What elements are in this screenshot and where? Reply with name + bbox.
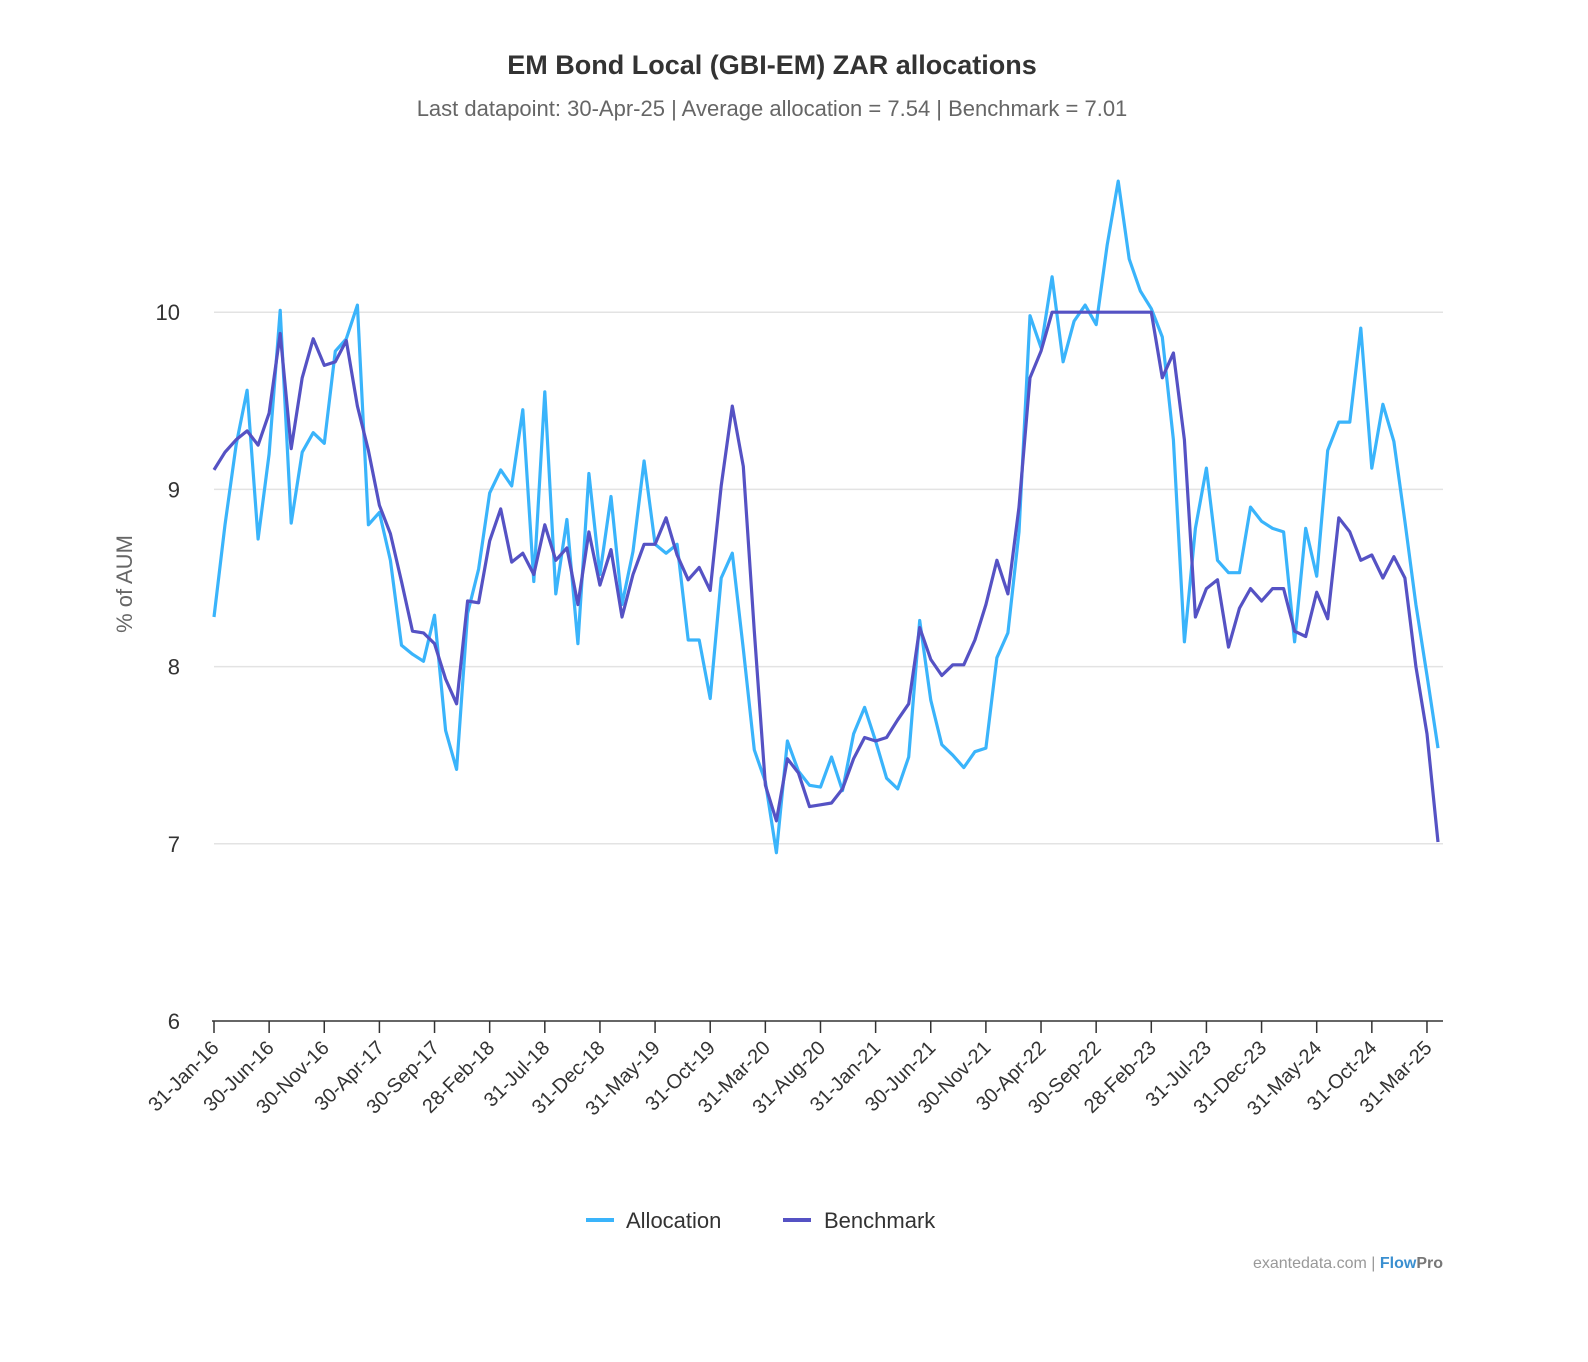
series-line-benchmark[interactable] xyxy=(212,310,1440,843)
credit-separator: | xyxy=(1367,1255,1380,1272)
legend: Allocation Benchmark xyxy=(586,1208,936,1233)
y-tick-label: 7 xyxy=(168,832,180,857)
credit-brand-pro: Pro xyxy=(1416,1255,1443,1272)
legend-allocation-label[interactable]: Allocation xyxy=(626,1208,721,1233)
y-tick-label: 9 xyxy=(168,477,180,502)
chart-subtitle: Last datapoint: 30-Apr-25 | Average allo… xyxy=(417,96,1128,121)
credit: exantedata.com | FlowPro xyxy=(1253,1255,1443,1272)
chart-title: EM Bond Local (GBI-EM) ZAR allocations xyxy=(507,50,1037,80)
legend-benchmark-label[interactable]: Benchmark xyxy=(824,1208,936,1233)
y-tick-label: 6 xyxy=(168,1009,180,1034)
y-tick-label: 10 xyxy=(156,300,180,325)
y-axis-label: % of AUM xyxy=(112,535,137,633)
credit-site[interactable]: exantedata.com xyxy=(1253,1255,1367,1272)
series-line-allocation[interactable] xyxy=(212,179,1440,855)
credit-brand-flow: Flow xyxy=(1380,1255,1417,1272)
y-tick-label: 8 xyxy=(168,655,180,680)
